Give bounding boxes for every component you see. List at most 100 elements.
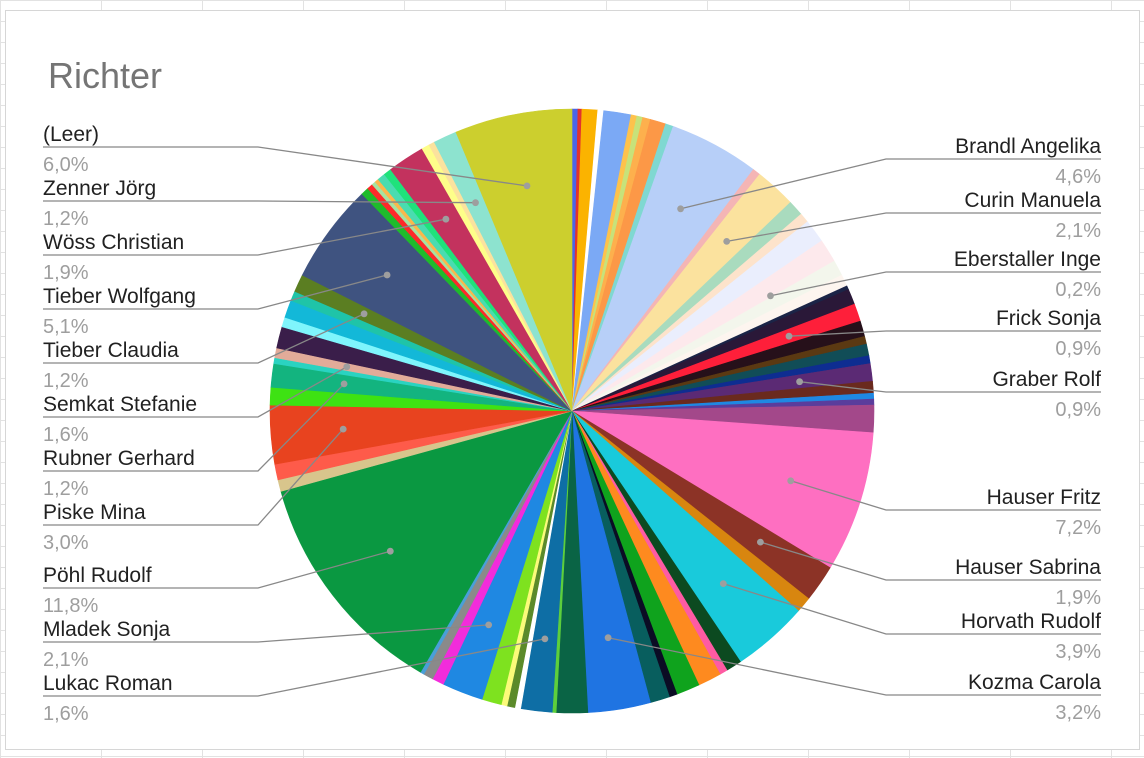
leader-dot xyxy=(604,634,612,642)
slice-percent-label: 6,0% xyxy=(43,154,89,176)
leader-dot xyxy=(796,378,803,386)
leader-line xyxy=(799,381,1101,393)
slice-name-label: Pöhl Rudolf xyxy=(43,564,152,587)
slice-label-semkat-stefanie: Semkat Stefanie 1,6% xyxy=(43,363,351,446)
slice-name-label: Zenner Jörg xyxy=(43,177,156,200)
slice-name-label: Tieber Claudia xyxy=(43,339,179,362)
leader-dot xyxy=(719,580,727,587)
leader-dot xyxy=(523,182,531,190)
slice-percent-label: 11,8% xyxy=(43,595,98,617)
slice-label-horvath-rudolf: Horvath Rudolf 3,9% xyxy=(719,580,1101,663)
slice-label-frick-sonja: Frick Sonja 0,9% xyxy=(785,307,1101,360)
slice-name-label: Hauser Fritz xyxy=(987,486,1101,509)
slice-label-brandl-angelika: Brandl Angelika 4,6% xyxy=(677,135,1101,213)
leader-dot xyxy=(340,380,348,388)
leader-line xyxy=(43,428,344,526)
leader-line xyxy=(607,637,1101,696)
slice-percent-label: 7,2% xyxy=(1055,517,1101,539)
slice-label-rubner-gerhard: Rubner Gerhard 1,2% xyxy=(43,380,348,500)
slice-percent-label: 5,1% xyxy=(43,316,89,338)
leader-line xyxy=(680,158,1101,210)
leader-dot xyxy=(360,310,368,318)
slice-label-eberstaller-inge: Eberstaller Inge 0,2% xyxy=(767,248,1101,301)
slice-name-label: Piske Mina xyxy=(43,501,146,524)
slice-label-curin-manuela: Curin Manuela 2,1% xyxy=(723,189,1101,245)
leader-dot xyxy=(485,621,493,629)
slice-percent-label: 0,9% xyxy=(1055,338,1101,360)
slice-percent-label: 3,0% xyxy=(43,532,89,554)
slice-name-label: (Leer) xyxy=(43,123,99,146)
chart-title: Richter xyxy=(48,55,163,96)
slice-name-label: Eberstaller Inge xyxy=(954,248,1101,271)
leader-line xyxy=(43,200,476,204)
leader-dot xyxy=(677,205,684,213)
leader-line xyxy=(43,218,447,256)
slice-name-label: Graber Rolf xyxy=(992,368,1101,391)
leader-line xyxy=(43,383,345,472)
leader-line xyxy=(43,550,391,589)
leader-line xyxy=(723,582,1101,635)
slice-label-tieber-wolfgang: Tieber Wolfgang 5,1% xyxy=(43,271,391,338)
leader-line xyxy=(726,212,1101,243)
leader-dot xyxy=(723,238,731,245)
slice-name-label: Tieber Wolfgang xyxy=(43,285,196,308)
slice-percent-label: 1,2% xyxy=(43,370,89,392)
leader-line xyxy=(43,624,489,643)
slice-name-label: Horvath Rudolf xyxy=(961,610,1101,633)
leader-line xyxy=(760,541,1101,581)
slice-label-tieber-claudia: Tieber Claudia 1,2% xyxy=(43,310,368,392)
slice-name-label: Brandl Angelika xyxy=(955,135,1101,158)
slice-percent-label: 0,2% xyxy=(1055,279,1101,301)
leader-dot xyxy=(339,425,347,433)
leader-line xyxy=(788,330,1101,337)
slice-percent-label: 1,2% xyxy=(43,478,89,500)
leader-dot xyxy=(785,332,793,340)
slice-percent-label: 1,9% xyxy=(1055,587,1101,609)
leader-dot xyxy=(757,538,764,546)
leader-line xyxy=(43,638,546,697)
pie-slice-leer[interactable] xyxy=(455,108,573,412)
leader-dot xyxy=(787,477,795,485)
slice-label-piske-mina: Piske Mina 3,0% xyxy=(43,425,347,554)
chart-container[interactable]: Richter (Leer) 6,0% Zenner Jörg 1,2% Wöss Ch… xyxy=(5,10,1140,750)
slice-name-label: Semkat Stefanie xyxy=(43,393,197,416)
slice-name-label: Lukac Roman xyxy=(43,672,173,695)
slice-percent-label: 2,1% xyxy=(1055,220,1101,242)
slice-label-woess-christian: Wöss Christian 1,9% xyxy=(43,215,450,284)
slice-percent-label: 1,2% xyxy=(43,208,89,230)
slice-label-graber-rolf: Graber Rolf 0,9% xyxy=(796,368,1101,421)
slice-label-mladek-sonja: Mladek Sonja 2,1% xyxy=(43,618,493,671)
slice-percent-label: 1,9% xyxy=(43,262,89,284)
slice-percent-label: 2,1% xyxy=(43,649,89,671)
slice-name-label: Hauser Sabrina xyxy=(955,556,1101,579)
slice-name-label: Wöss Christian xyxy=(43,231,184,254)
slice-label-leer: (Leer) 6,0% xyxy=(43,123,531,190)
leader-dot xyxy=(442,215,450,223)
slice-name-label: Kozma Carola xyxy=(968,671,1101,694)
leader-dot xyxy=(343,363,351,371)
slice-percent-label: 1,6% xyxy=(43,703,89,725)
slice-percent-label: 3,9% xyxy=(1055,641,1101,663)
slice-label-lukac-roman: Lukac Roman 1,6% xyxy=(43,635,549,725)
slice-name-label: Rubner Gerhard xyxy=(43,447,195,470)
slice-label-hauser-sabrina: Hauser Sabrina 1,9% xyxy=(757,538,1101,609)
slice-name-label: Curin Manuela xyxy=(964,189,1101,212)
slice-label-kozma-carola: Kozma Carola 3,2% xyxy=(604,634,1101,724)
slice-label-poehl-rudolf: Pöhl Rudolf 11,8% xyxy=(43,547,394,617)
leader-dot xyxy=(386,547,394,555)
slice-name-label: Frick Sonja xyxy=(996,307,1101,330)
leader-line xyxy=(790,480,1101,511)
leader-line xyxy=(770,271,1101,297)
leader-line xyxy=(43,274,388,310)
leader-dot xyxy=(472,199,479,207)
leader-dot xyxy=(767,292,774,300)
slice-percent-label: 0,9% xyxy=(1055,399,1101,421)
slice-percent-label: 3,2% xyxy=(1055,702,1101,724)
leader-dot xyxy=(383,271,391,279)
pie-slices xyxy=(269,108,875,714)
leader-line xyxy=(43,146,528,187)
pie-slice-poehl-rudolf[interactable] xyxy=(280,410,573,673)
leader-line xyxy=(43,366,348,418)
